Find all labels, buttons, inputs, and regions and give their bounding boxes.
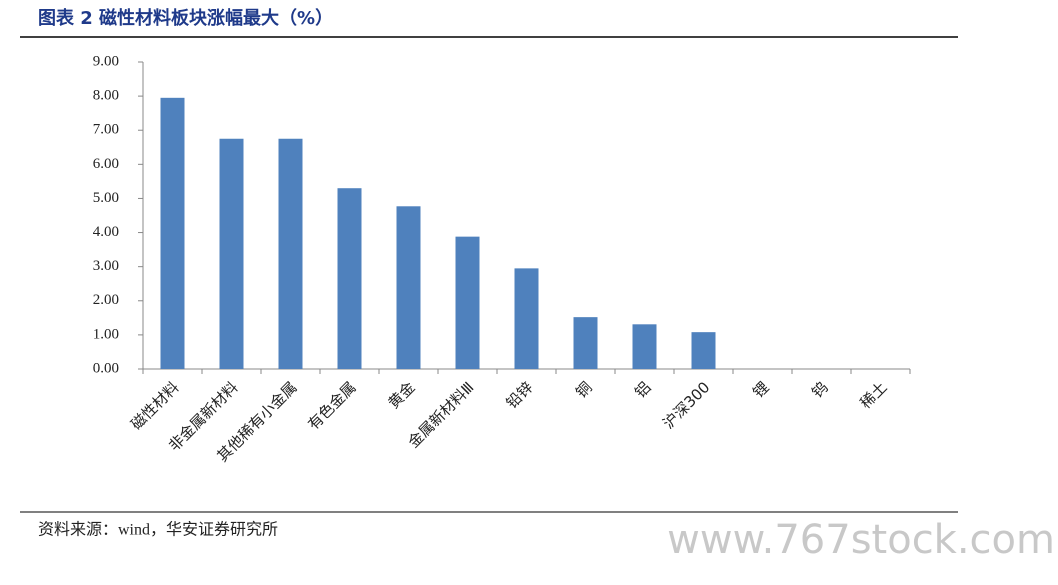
source-note: 资料来源：wind，华安证券研究所 [38,521,278,539]
bar [160,97,185,370]
bar [573,317,598,369]
chart-title: 图表 2 磁性材料板块涨幅最大（%） [38,7,333,29]
x-tick-label: 铅锌 [503,378,537,412]
bar [337,188,362,369]
x-tick-label: 稀土 [857,378,891,412]
bar [396,206,421,369]
y-tick-label: 1.00 [93,326,119,342]
x-tick-label: 锂 [749,378,772,401]
y-tick-label: 9.00 [93,53,119,69]
y-tick-label: 7.00 [93,122,119,138]
y-tick-label: 8.00 [93,88,119,104]
bar [632,324,657,369]
watermark: www.767stock.com [667,517,1055,563]
y-tick-label: 2.00 [93,292,119,308]
x-tick-label: 有色金属 [304,378,359,433]
x-tick-label: 黄金 [385,378,419,412]
x-tick-label: 磁性材料 [127,378,182,433]
x-tick-label: 钨 [808,378,831,401]
y-tick-label: 4.00 [93,224,119,240]
x-tick-label: 沪深300 [659,378,713,432]
bar [455,236,480,369]
bar [691,332,716,369]
bar [278,138,303,369]
bar [219,138,244,369]
x-tick-label: 铜 [572,378,595,401]
y-tick-label: 3.00 [93,258,119,274]
x-tick-label: 铝 [631,378,654,401]
y-tick-label: 5.00 [93,190,119,206]
bar [514,268,539,369]
y-tick-label: 0.00 [93,360,119,376]
y-tick-label: 6.00 [93,156,119,172]
